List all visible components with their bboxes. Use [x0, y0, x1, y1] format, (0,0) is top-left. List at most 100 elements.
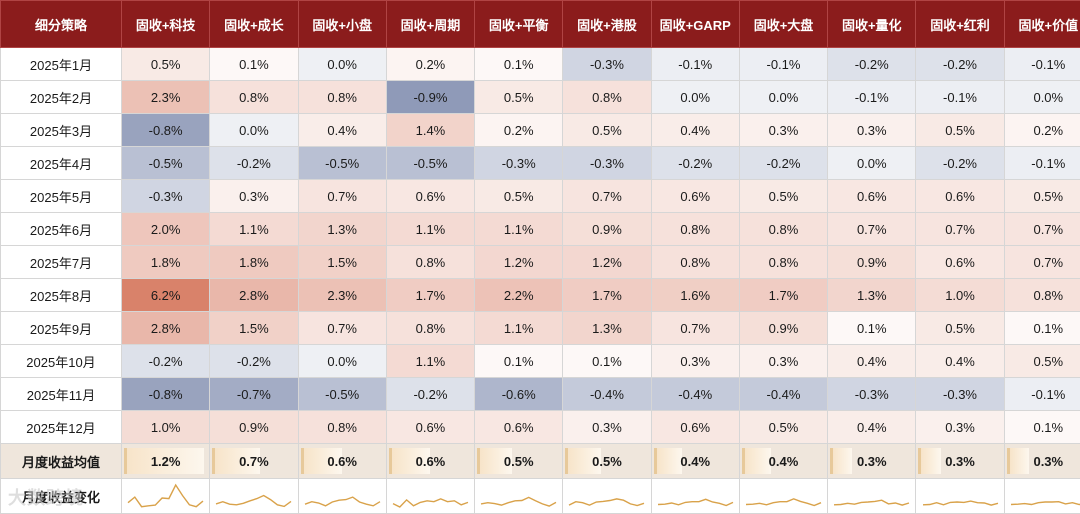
sparkline: [922, 500, 998, 506]
table-row: 2025年6月 2.0% 1.1% 1.3% 1.1% 1.1% 0.9% 0.8% 0.8% 0…: [0, 212, 1080, 246]
average-value: 0.5%: [503, 453, 534, 469]
heatmap-cell: 0.4%: [915, 344, 1005, 378]
table-row: 2025年2月 2.3% 0.8% 0.8% -0.9% 0.5% 0.8% 0.0% 0.0%…: [0, 80, 1080, 114]
average-cell: 0.6%: [385, 443, 476, 479]
average-cell: 0.6%: [297, 443, 387, 479]
heatmap-cell: 0.1%: [827, 311, 917, 345]
table-row: 2025年4月 -0.5% -0.2% -0.5% -0.5% -0.3% -0.3% -0.…: [0, 146, 1080, 180]
table-row: 2025年7月 1.8% 1.8% 1.5% 0.8% 1.2% 1.2% 0.8% 0.8% 0…: [0, 245, 1080, 279]
heatmap-cell: 0.4%: [650, 113, 740, 147]
table-row: 2025年10月 -0.2% -0.2% 0.0% 1.1% 0.1% 0.1% 0.3% 0.…: [0, 344, 1080, 378]
row-label: 2025年5月: [0, 179, 122, 213]
heatmap-cell: -0.3%: [827, 377, 917, 411]
heatmap-cell: -0.6%: [474, 377, 564, 411]
heatmap-cell: 0.0%: [209, 113, 299, 147]
average-cell: 1.2%: [120, 443, 211, 479]
column-header: 固收+红利: [915, 0, 1005, 48]
heatmap-cell: 0.5%: [1003, 344, 1080, 378]
heatmap-cell: 2.0%: [120, 212, 211, 246]
average-bar: [477, 448, 513, 474]
heatmap-cell: 0.3%: [650, 344, 740, 378]
column-header: 固收+平衡: [474, 0, 564, 48]
average-bar: [300, 448, 343, 474]
heatmap-cell: 1.4%: [385, 113, 476, 147]
heatmap-cell: 1.7%: [738, 278, 829, 312]
heatmap-cell: 0.3%: [209, 179, 299, 213]
heatmap-cell: -0.2%: [209, 344, 299, 378]
table-row: 2025年3月 -0.8% 0.0% 0.4% 1.4% 0.2% 0.5% 0.4% 0.3%…: [0, 113, 1080, 147]
heatmap-cell: 0.0%: [297, 344, 387, 378]
average-bar: [388, 448, 431, 474]
sparkline: [304, 496, 381, 507]
average-value: 0.3%: [1033, 453, 1064, 469]
heatmap-cell: 1.0%: [915, 278, 1005, 312]
heatmap-cell: 0.6%: [915, 179, 1005, 213]
table-row: 2025年9月 2.8% 1.5% 0.7% 0.8% 1.1% 1.3% 0.7% 0.9% 0…: [0, 311, 1080, 345]
row-header-cell: 细分策略: [0, 0, 122, 48]
sparkline-cell: [827, 478, 917, 514]
heatmap-cell: 0.8%: [209, 80, 299, 114]
heatmap-cell: -0.2%: [209, 146, 299, 180]
heatmap-cell: -0.3%: [474, 146, 564, 180]
heatmap-cell: 0.9%: [738, 311, 829, 345]
column-header: 固收+科技: [120, 0, 211, 48]
sparkline-cell: [120, 478, 211, 514]
sparkline-line: [745, 498, 822, 507]
heatmap-cell: 0.8%: [385, 311, 476, 345]
heatmap-cell: 0.5%: [915, 311, 1005, 345]
sparkline-line: [392, 498, 469, 508]
row-label: 2025年1月: [0, 47, 122, 81]
heatmap-cell: 1.3%: [297, 212, 387, 246]
average-bar: [565, 448, 601, 474]
heatmap-cell: 0.7%: [915, 212, 1005, 246]
heatmap-cell: -0.3%: [562, 47, 652, 81]
average-bar: [653, 448, 683, 474]
heatmap-cell: 0.6%: [385, 410, 476, 444]
table-row: 2025年11月 -0.8% -0.7% -0.5% -0.2% -0.6% -0.4% -0…: [0, 377, 1080, 411]
sparkline: [481, 496, 557, 507]
heatmap-cell: 0.1%: [1003, 410, 1080, 444]
heatmap-cell: -0.2%: [385, 377, 476, 411]
heatmap-cell: 0.7%: [1003, 212, 1080, 246]
row-label: 2025年10月: [0, 344, 122, 378]
heatmap-cell: -0.3%: [915, 377, 1005, 411]
column-header: 固收+成长: [209, 0, 299, 48]
sparkline-line: [1010, 500, 1080, 506]
sparkline-cell: [474, 478, 564, 514]
heatmap-cell: 0.0%: [297, 47, 387, 81]
sparkline-row-label: 月度收益变化: [0, 478, 122, 514]
heatmap-cell: 0.1%: [474, 344, 564, 378]
heatmap-cell: 0.9%: [562, 212, 652, 246]
heatmap-cell: 0.6%: [474, 410, 564, 444]
heatmap-cell: -0.4%: [738, 377, 829, 411]
heatmap-cell: 2.3%: [120, 80, 211, 114]
heatmap-cell: 0.3%: [915, 410, 1005, 444]
sparkline-cell: [915, 478, 1005, 514]
heatmap-cell: 0.8%: [1003, 278, 1080, 312]
heatmap-cell: 0.5%: [738, 179, 829, 213]
heatmap-cell: 0.4%: [297, 113, 387, 147]
average-cell: 0.3%: [827, 443, 917, 479]
table-row: 2025年8月 6.2% 2.8% 2.3% 1.7% 2.2% 1.7% 1.6% 1.7% 1…: [0, 278, 1080, 312]
heatmap-cell: 0.7%: [562, 179, 652, 213]
heatmap-cell: -0.4%: [562, 377, 652, 411]
sparkline-line: [834, 499, 910, 506]
heatmap-cell: 0.7%: [1003, 245, 1080, 279]
sparkline-line: [216, 494, 292, 508]
average-row: 月度收益均值 1.2% 0.7% 0.6% 0.6% 0.5% 0.5% 0.4% 0.4% 0.…: [0, 443, 1080, 479]
sparkline-cell: [385, 478, 476, 514]
average-bar: [1006, 448, 1029, 474]
heatmap-cell: -0.1%: [1003, 47, 1080, 81]
sparkline-cell: [562, 478, 652, 514]
header-row: 细分策略 固收+科技 固收+成长 固收+小盘 固收+周期 固收+平衡 固收+港股 固收+GA…: [0, 0, 1080, 48]
heatmap-cell: 0.7%: [827, 212, 917, 246]
sparkline-line: [304, 496, 381, 507]
heatmap-cell: 1.6%: [650, 278, 740, 312]
heatmap-cell: 0.5%: [120, 47, 211, 81]
heatmap-cell: 0.4%: [827, 410, 917, 444]
row-label: 2025年7月: [0, 245, 122, 279]
heatmap-cell: -0.4%: [650, 377, 740, 411]
sparkline: [127, 483, 204, 508]
heatmap-cell: 2.8%: [209, 278, 299, 312]
